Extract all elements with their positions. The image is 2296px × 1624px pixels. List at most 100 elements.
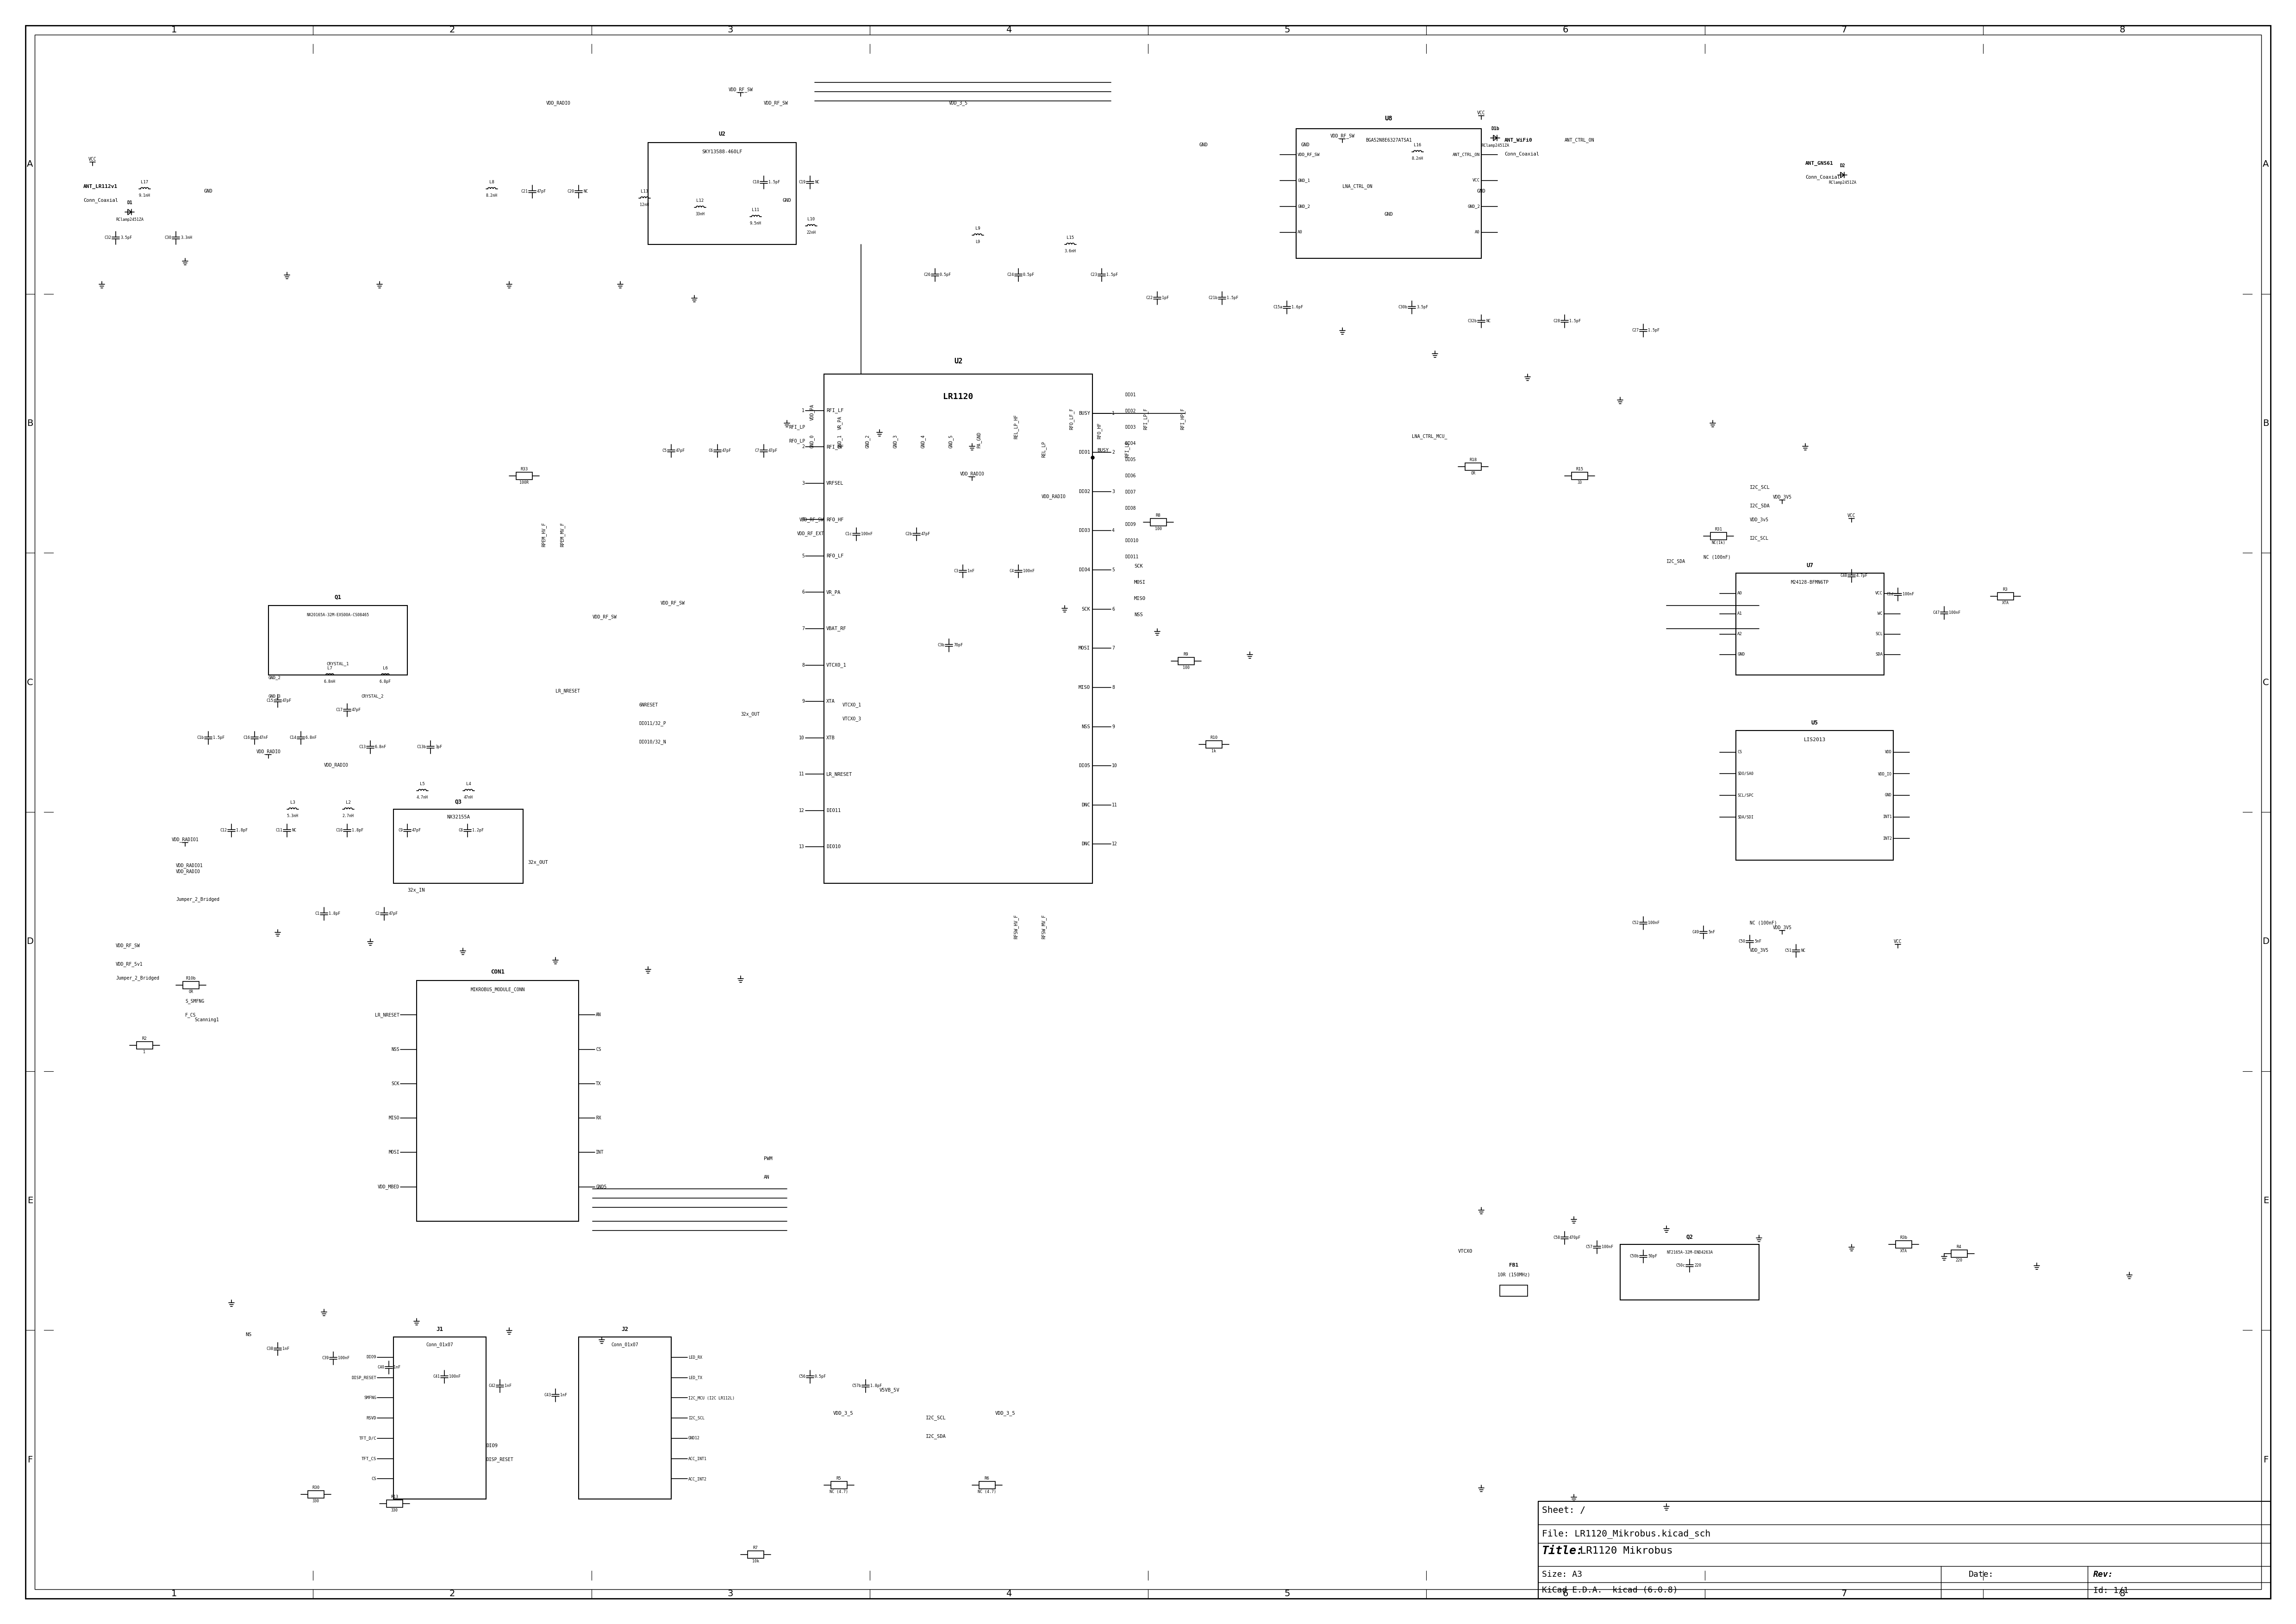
Text: C: C	[2264, 679, 2268, 687]
Text: REL_LP_HF: REL_LP_HF	[1013, 414, 1019, 438]
Text: 50pF: 50pF	[1649, 1254, 1658, 1259]
Text: XTA: XTA	[827, 698, 836, 703]
Text: BUSY: BUSY	[1079, 411, 1091, 416]
Text: VR_PA: VR_PA	[827, 590, 840, 594]
Text: 11: 11	[1111, 802, 1118, 807]
Text: MOSI: MOSI	[1079, 646, 1091, 651]
Text: BUSY: BUSY	[1097, 448, 1109, 453]
Text: VTCXO_1: VTCXO_1	[843, 702, 861, 708]
Text: C23: C23	[1091, 273, 1097, 278]
Text: 4: 4	[1006, 1590, 1013, 1598]
Text: SDA/SDI: SDA/SDI	[1738, 815, 1754, 818]
Text: VCC: VCC	[90, 158, 96, 162]
Text: Jumper_2_Bridged: Jumper_2_Bridged	[115, 976, 158, 981]
Text: C43: C43	[544, 1393, 551, 1397]
Text: 6: 6	[1564, 26, 1568, 34]
Text: C57b: C57b	[852, 1384, 861, 1389]
Text: Conn_Coaxial: Conn_Coaxial	[83, 198, 117, 203]
Text: SCK: SCK	[1134, 564, 1143, 568]
Text: C39: C39	[321, 1356, 328, 1361]
Text: 6.8nF: 6.8nF	[374, 745, 386, 749]
Text: VDD_RADIO: VDD_RADIO	[257, 749, 280, 754]
Text: 5nF: 5nF	[1708, 931, 1715, 934]
Text: PA_GND: PA_GND	[976, 432, 980, 448]
Text: C30: C30	[165, 235, 172, 240]
Text: 7: 7	[1841, 1590, 1846, 1598]
Text: 8.2nH: 8.2nH	[1412, 156, 1424, 161]
Text: 2: 2	[1111, 450, 1114, 455]
Text: I2C_SDA: I2C_SDA	[1750, 503, 1770, 508]
Text: AN: AN	[765, 1174, 769, 1179]
Text: NC (4.7): NC (4.7)	[978, 1489, 996, 1494]
Text: NC (100nF): NC (100nF)	[1704, 555, 1731, 559]
Text: C50c: C50c	[1676, 1263, 1685, 1268]
Text: C4: C4	[1010, 568, 1015, 573]
Text: NSS: NSS	[1081, 724, 1091, 729]
Text: VCC: VCC	[1848, 513, 1855, 518]
Text: WC: WC	[1878, 612, 1883, 615]
Text: U2: U2	[719, 132, 726, 136]
Text: F_CS: F_CS	[186, 1012, 195, 1018]
Text: L6: L6	[383, 666, 388, 671]
Text: 12: 12	[1111, 841, 1118, 846]
Text: C28: C28	[1552, 320, 1559, 323]
Text: VDD_RADIO: VDD_RADIO	[324, 763, 349, 768]
Text: 1nF: 1nF	[967, 568, 974, 573]
Text: 8: 8	[2119, 1590, 2126, 1598]
Text: L9: L9	[976, 240, 980, 244]
Text: 1nF: 1nF	[560, 1393, 567, 1397]
Text: 47pF: 47pF	[537, 190, 546, 193]
Bar	[135, 1041, 154, 1049]
Text: RClamp2451ZA: RClamp2451ZA	[1828, 180, 1855, 185]
Text: 2: 2	[450, 1590, 455, 1598]
Text: CON1: CON1	[491, 970, 505, 974]
Text: R31: R31	[1715, 528, 1722, 531]
Text: DIO5: DIO5	[1125, 458, 1137, 461]
Text: J2: J2	[622, 1327, 629, 1332]
Text: VRFSEL: VRFSEL	[827, 481, 843, 486]
Text: 4: 4	[801, 516, 804, 521]
Text: FB1: FB1	[1508, 1263, 1518, 1268]
Text: 1.2pF: 1.2pF	[473, 828, 484, 833]
Text: I2C_MCU (I2C LR112L): I2C_MCU (I2C LR112L)	[689, 1395, 735, 1400]
Text: VDD_RADIO1: VDD_RADIO1	[172, 836, 200, 843]
Text: 10k: 10k	[753, 1559, 760, 1564]
Text: RPEM_MV_F: RPEM_MV_F	[560, 523, 565, 547]
Text: RFI_LP: RFI_LP	[790, 424, 806, 430]
Text: 47pF: 47pF	[769, 448, 778, 453]
Text: CRYSTAL_1: CRYSTAL_1	[326, 661, 349, 666]
Text: L11: L11	[751, 208, 760, 213]
Text: MISO: MISO	[388, 1116, 400, 1121]
Text: OR: OR	[188, 989, 193, 994]
Text: R5: R5	[836, 1476, 840, 1481]
Text: C26: C26	[923, 273, 930, 278]
Text: LIS2013: LIS2013	[1805, 737, 1825, 742]
Text: R7: R7	[753, 1546, 758, 1549]
Text: DIO9: DIO9	[487, 1444, 498, 1449]
Text: E: E	[2264, 1197, 2268, 1205]
Text: ANT_CTRL_ON: ANT_CTRL_ON	[1453, 153, 1481, 156]
Bar	[647, 143, 797, 245]
Text: SDO/SA0: SDO/SA0	[1738, 771, 1754, 776]
Text: VDD_RF_SW: VDD_RF_SW	[1297, 153, 1320, 156]
Text: C57: C57	[1587, 1246, 1593, 1249]
Text: VDD_3V5: VDD_3V5	[1773, 926, 1791, 931]
Text: 3.6nH: 3.6nH	[1065, 248, 1077, 253]
Text: ANT_WiFi0: ANT_WiFi0	[1504, 138, 1531, 143]
Text: 12: 12	[799, 809, 804, 814]
Text: A0: A0	[1474, 231, 1481, 234]
Text: L13: L13	[641, 190, 647, 193]
Text: 33: 33	[1577, 481, 1582, 484]
Text: 11: 11	[799, 771, 804, 776]
Text: ACC_INT2: ACC_INT2	[689, 1476, 707, 1481]
Bar	[184, 981, 200, 989]
Text: 1: 1	[170, 26, 177, 34]
Text: 32x_IN: 32x_IN	[406, 887, 425, 893]
Bar	[1998, 593, 2014, 599]
Text: Sheet: /: Sheet: /	[1543, 1505, 1587, 1515]
Text: NC: NC	[1486, 320, 1490, 323]
Text: 70pF: 70pF	[953, 643, 962, 648]
Text: RSVD: RSVD	[367, 1416, 377, 1419]
Bar	[824, 374, 1093, 883]
Text: GND_2: GND_2	[1467, 205, 1481, 208]
